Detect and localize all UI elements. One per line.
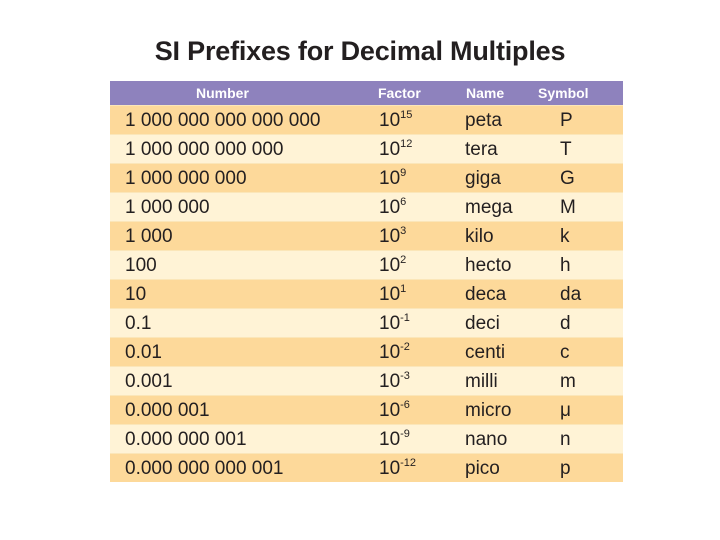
factor-base: 10 (379, 458, 401, 479)
factor-base: 10 (379, 429, 401, 450)
cell-name: giga (465, 168, 501, 189)
cell-name: deca (465, 284, 507, 305)
cell-factor: 103 (379, 225, 407, 250)
cell-number: 1 000 000 000 (125, 168, 247, 189)
header-factor: Factor (378, 85, 421, 101)
cell-number: 1 000 000 (125, 197, 210, 218)
cell-factor: 10-1 (379, 312, 410, 337)
table-row: 1 000 000 000 109 giga G (110, 163, 623, 192)
table-row: 0.001 10-3 milli m (110, 366, 623, 395)
factor-base: 10 (379, 255, 401, 276)
cell-symbol: d (560, 313, 571, 334)
table-row: 1 000 000 000 000 000 1015 peta P (110, 105, 623, 134)
header-symbol: Symbol (538, 85, 589, 101)
cell-name: centi (465, 342, 506, 363)
cell-number: 0.000 000 001 (125, 429, 247, 450)
cell-name: micro (465, 400, 512, 421)
cell-factor: 10-9 (379, 428, 410, 453)
table-row: 10 101 deca da (110, 279, 623, 308)
page-title: SI Prefixes for Decimal Multiples (154, 36, 566, 66)
factor-base: 10 (379, 139, 401, 160)
cell-symbol: da (560, 284, 582, 305)
cell-symbol: M (560, 197, 576, 218)
table-row: 1 000 103 kilo k (110, 221, 623, 250)
factor-exponent: 1 (400, 283, 407, 295)
cell-factor: 10-2 (379, 341, 410, 366)
cell-number: 0.001 (125, 371, 173, 392)
cell-number: 100 (125, 255, 157, 276)
table-row: 0.000 000 001 10-9 nano n (110, 424, 623, 453)
cell-name: peta (465, 110, 502, 131)
cell-symbol: k (560, 226, 570, 247)
cell-number: 10 (125, 284, 147, 305)
cell-symbol: G (560, 168, 575, 189)
factor-exponent: -12 (400, 457, 417, 469)
cell-name: mega (465, 197, 513, 218)
factor-base: 10 (379, 168, 401, 189)
cell-number: 0.000 001 (125, 400, 210, 421)
factor-exponent: 15 (400, 109, 413, 121)
table-row: 0.1 10-1 deci d (110, 308, 623, 337)
table-row: 0.000 000 000 001 10-12 pico p (110, 453, 623, 482)
cell-name: pico (465, 458, 500, 479)
cell-factor: 109 (379, 167, 407, 192)
cell-symbol: μ (560, 400, 571, 421)
cell-factor: 106 (379, 196, 407, 221)
factor-base: 10 (379, 342, 401, 363)
factor-base: 10 (379, 226, 401, 247)
factor-base: 10 (379, 284, 401, 305)
cell-number: 1 000 (125, 226, 173, 247)
factor-base: 10 (379, 197, 401, 218)
factor-exponent: 12 (400, 138, 413, 150)
cell-factor: 10-3 (379, 370, 410, 395)
cell-name: tera (465, 139, 498, 160)
factor-exponent: 9 (400, 167, 407, 179)
header-name: Name (466, 85, 505, 101)
cell-factor: 1012 (379, 138, 413, 163)
cell-factor: 102 (379, 254, 407, 279)
table-row: 0.01 10-2 centi c (110, 337, 623, 366)
cell-factor: 10-12 (379, 457, 417, 482)
cell-factor: 10-6 (379, 399, 410, 424)
table-header: Number Factor Name Symbol (110, 81, 623, 105)
factor-exponent: 3 (400, 225, 407, 237)
cell-symbol: T (560, 139, 572, 160)
factor-exponent: -6 (400, 399, 410, 411)
cell-number: 1 000 000 000 000 (125, 139, 284, 160)
table-row: 100 102 hecto h (110, 250, 623, 279)
factor-base: 10 (379, 371, 401, 392)
cell-factor: 1015 (379, 109, 413, 134)
cell-symbol: h (560, 255, 571, 276)
cell-name: nano (465, 429, 508, 450)
cell-symbol: P (560, 110, 573, 131)
cell-number: 0.000 000 000 001 (125, 458, 284, 479)
factor-exponent: -9 (400, 428, 410, 440)
cell-name: kilo (465, 226, 494, 247)
cell-symbol: m (560, 371, 576, 392)
table-row: 1 000 000 106 mega M (110, 192, 623, 221)
cell-factor: 101 (379, 283, 407, 308)
factor-exponent: 6 (400, 196, 407, 208)
cell-name: deci (465, 313, 500, 334)
factor-base: 10 (379, 400, 401, 421)
cell-symbol: p (560, 458, 571, 479)
cell-name: milli (465, 371, 498, 392)
factor-exponent: -2 (400, 341, 410, 353)
table-row: 0.000 001 10-6 micro μ (110, 395, 623, 424)
factor-exponent: -1 (400, 312, 410, 324)
cell-symbol: n (560, 429, 571, 450)
table-body: 1 000 000 000 000 000 1015 peta P 1 000 … (110, 105, 623, 482)
factor-base: 10 (379, 110, 401, 131)
table-row: 1 000 000 000 000 1012 tera T (110, 134, 623, 163)
factor-exponent: -3 (400, 370, 410, 382)
si-prefix-table: Number Factor Name Symbol 1 000 000 000 … (110, 81, 623, 482)
cell-name: hecto (465, 255, 512, 276)
factor-base: 10 (379, 313, 401, 334)
cell-number: 0.1 (125, 313, 152, 334)
header-number: Number (196, 85, 249, 101)
cell-number: 0.01 (125, 342, 162, 363)
cell-symbol: c (560, 342, 570, 363)
factor-exponent: 2 (400, 254, 407, 266)
cell-number: 1 000 000 000 000 000 (125, 110, 321, 131)
